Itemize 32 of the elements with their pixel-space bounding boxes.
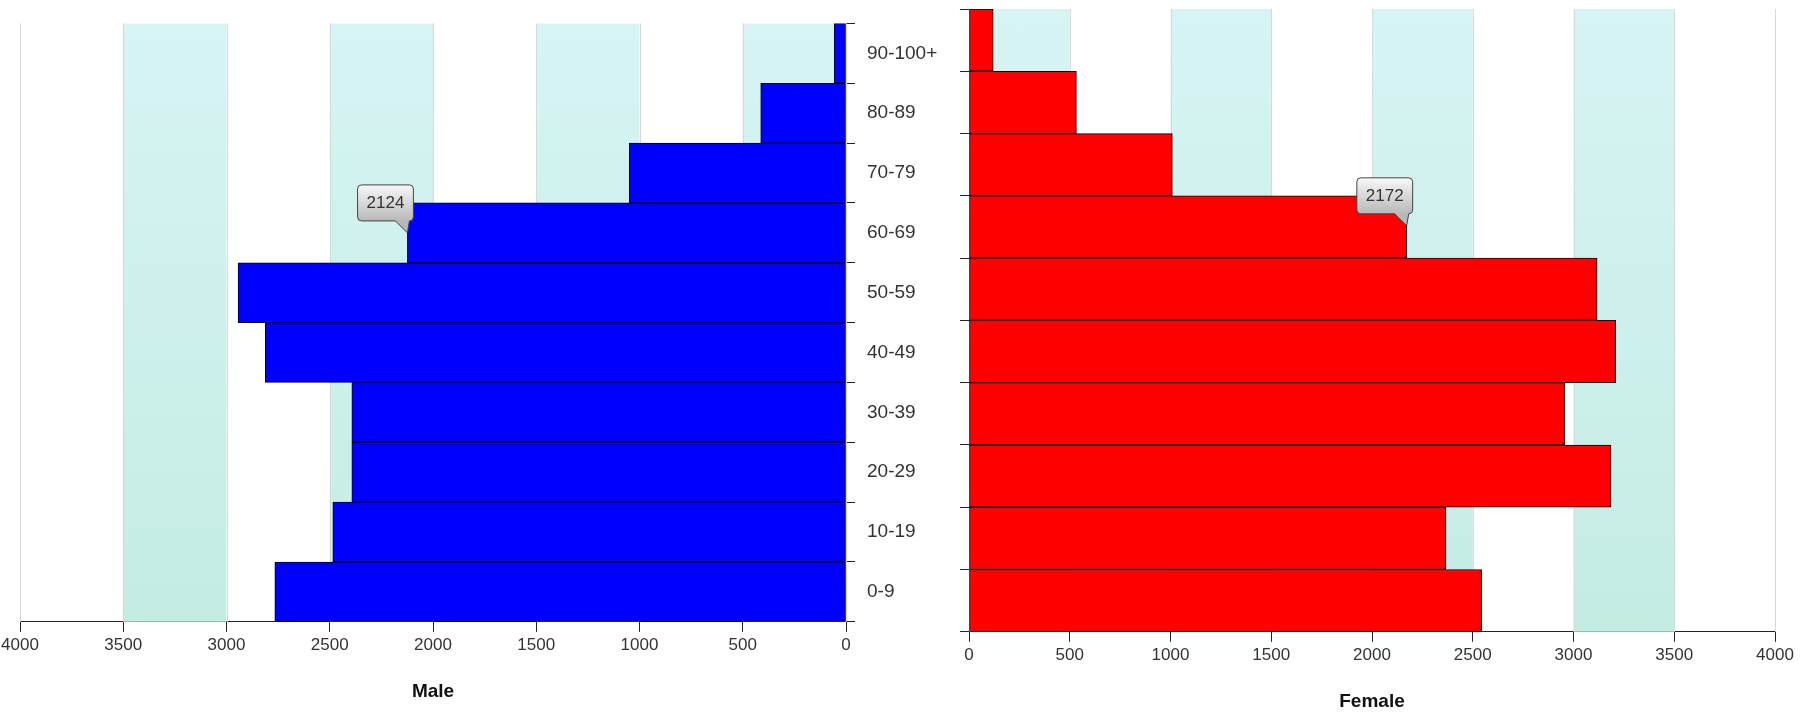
x-tick-label: 1000 <box>620 634 659 654</box>
y-tick-label: 20-29 <box>867 460 916 482</box>
x-tick-label: 2000 <box>1353 644 1391 664</box>
y-tick-label: 70-79 <box>867 161 916 183</box>
y-tick-label: 60-69 <box>867 221 916 243</box>
y-tick-label: 90-100+ <box>867 41 938 63</box>
x-tick-label: 2000 <box>414 634 452 654</box>
x-tick-label: 500 <box>1055 644 1084 664</box>
x-tick-label: 1500 <box>517 634 556 654</box>
x-axis-title: Male <box>411 679 455 701</box>
x-tick-label: 3000 <box>1554 644 1593 664</box>
annotation: 2172 <box>1365 185 1404 205</box>
annotation: 2124 <box>366 192 405 212</box>
y-tick-label: 0-9 <box>867 580 895 602</box>
x-tick-label: 3000 <box>207 634 246 654</box>
x-tick-label: 3500 <box>104 634 143 654</box>
x-tick-label: 4000 <box>1 634 39 654</box>
x-tick-label: 0 <box>964 644 974 664</box>
x-tick-label: 1000 <box>1151 644 1190 664</box>
x-tick-label: 2500 <box>310 634 349 654</box>
x-tick-label: 1500 <box>1252 644 1291 664</box>
x-tick-label: 3500 <box>1655 644 1694 664</box>
x-tick-label: 500 <box>728 634 757 654</box>
y-tick-label: 40-49 <box>867 340 916 362</box>
x-axis-title: Female <box>1339 689 1405 711</box>
x-tick-label: 0 <box>841 634 851 654</box>
x-tick-label: 2500 <box>1453 644 1492 664</box>
y-tick-label: 10-19 <box>867 520 916 542</box>
y-tick-label: 30-39 <box>867 400 916 422</box>
x-tick-label: 4000 <box>1756 644 1794 664</box>
y-tick-label: 50-59 <box>867 280 916 302</box>
y-tick-label: 80-89 <box>867 101 916 123</box>
